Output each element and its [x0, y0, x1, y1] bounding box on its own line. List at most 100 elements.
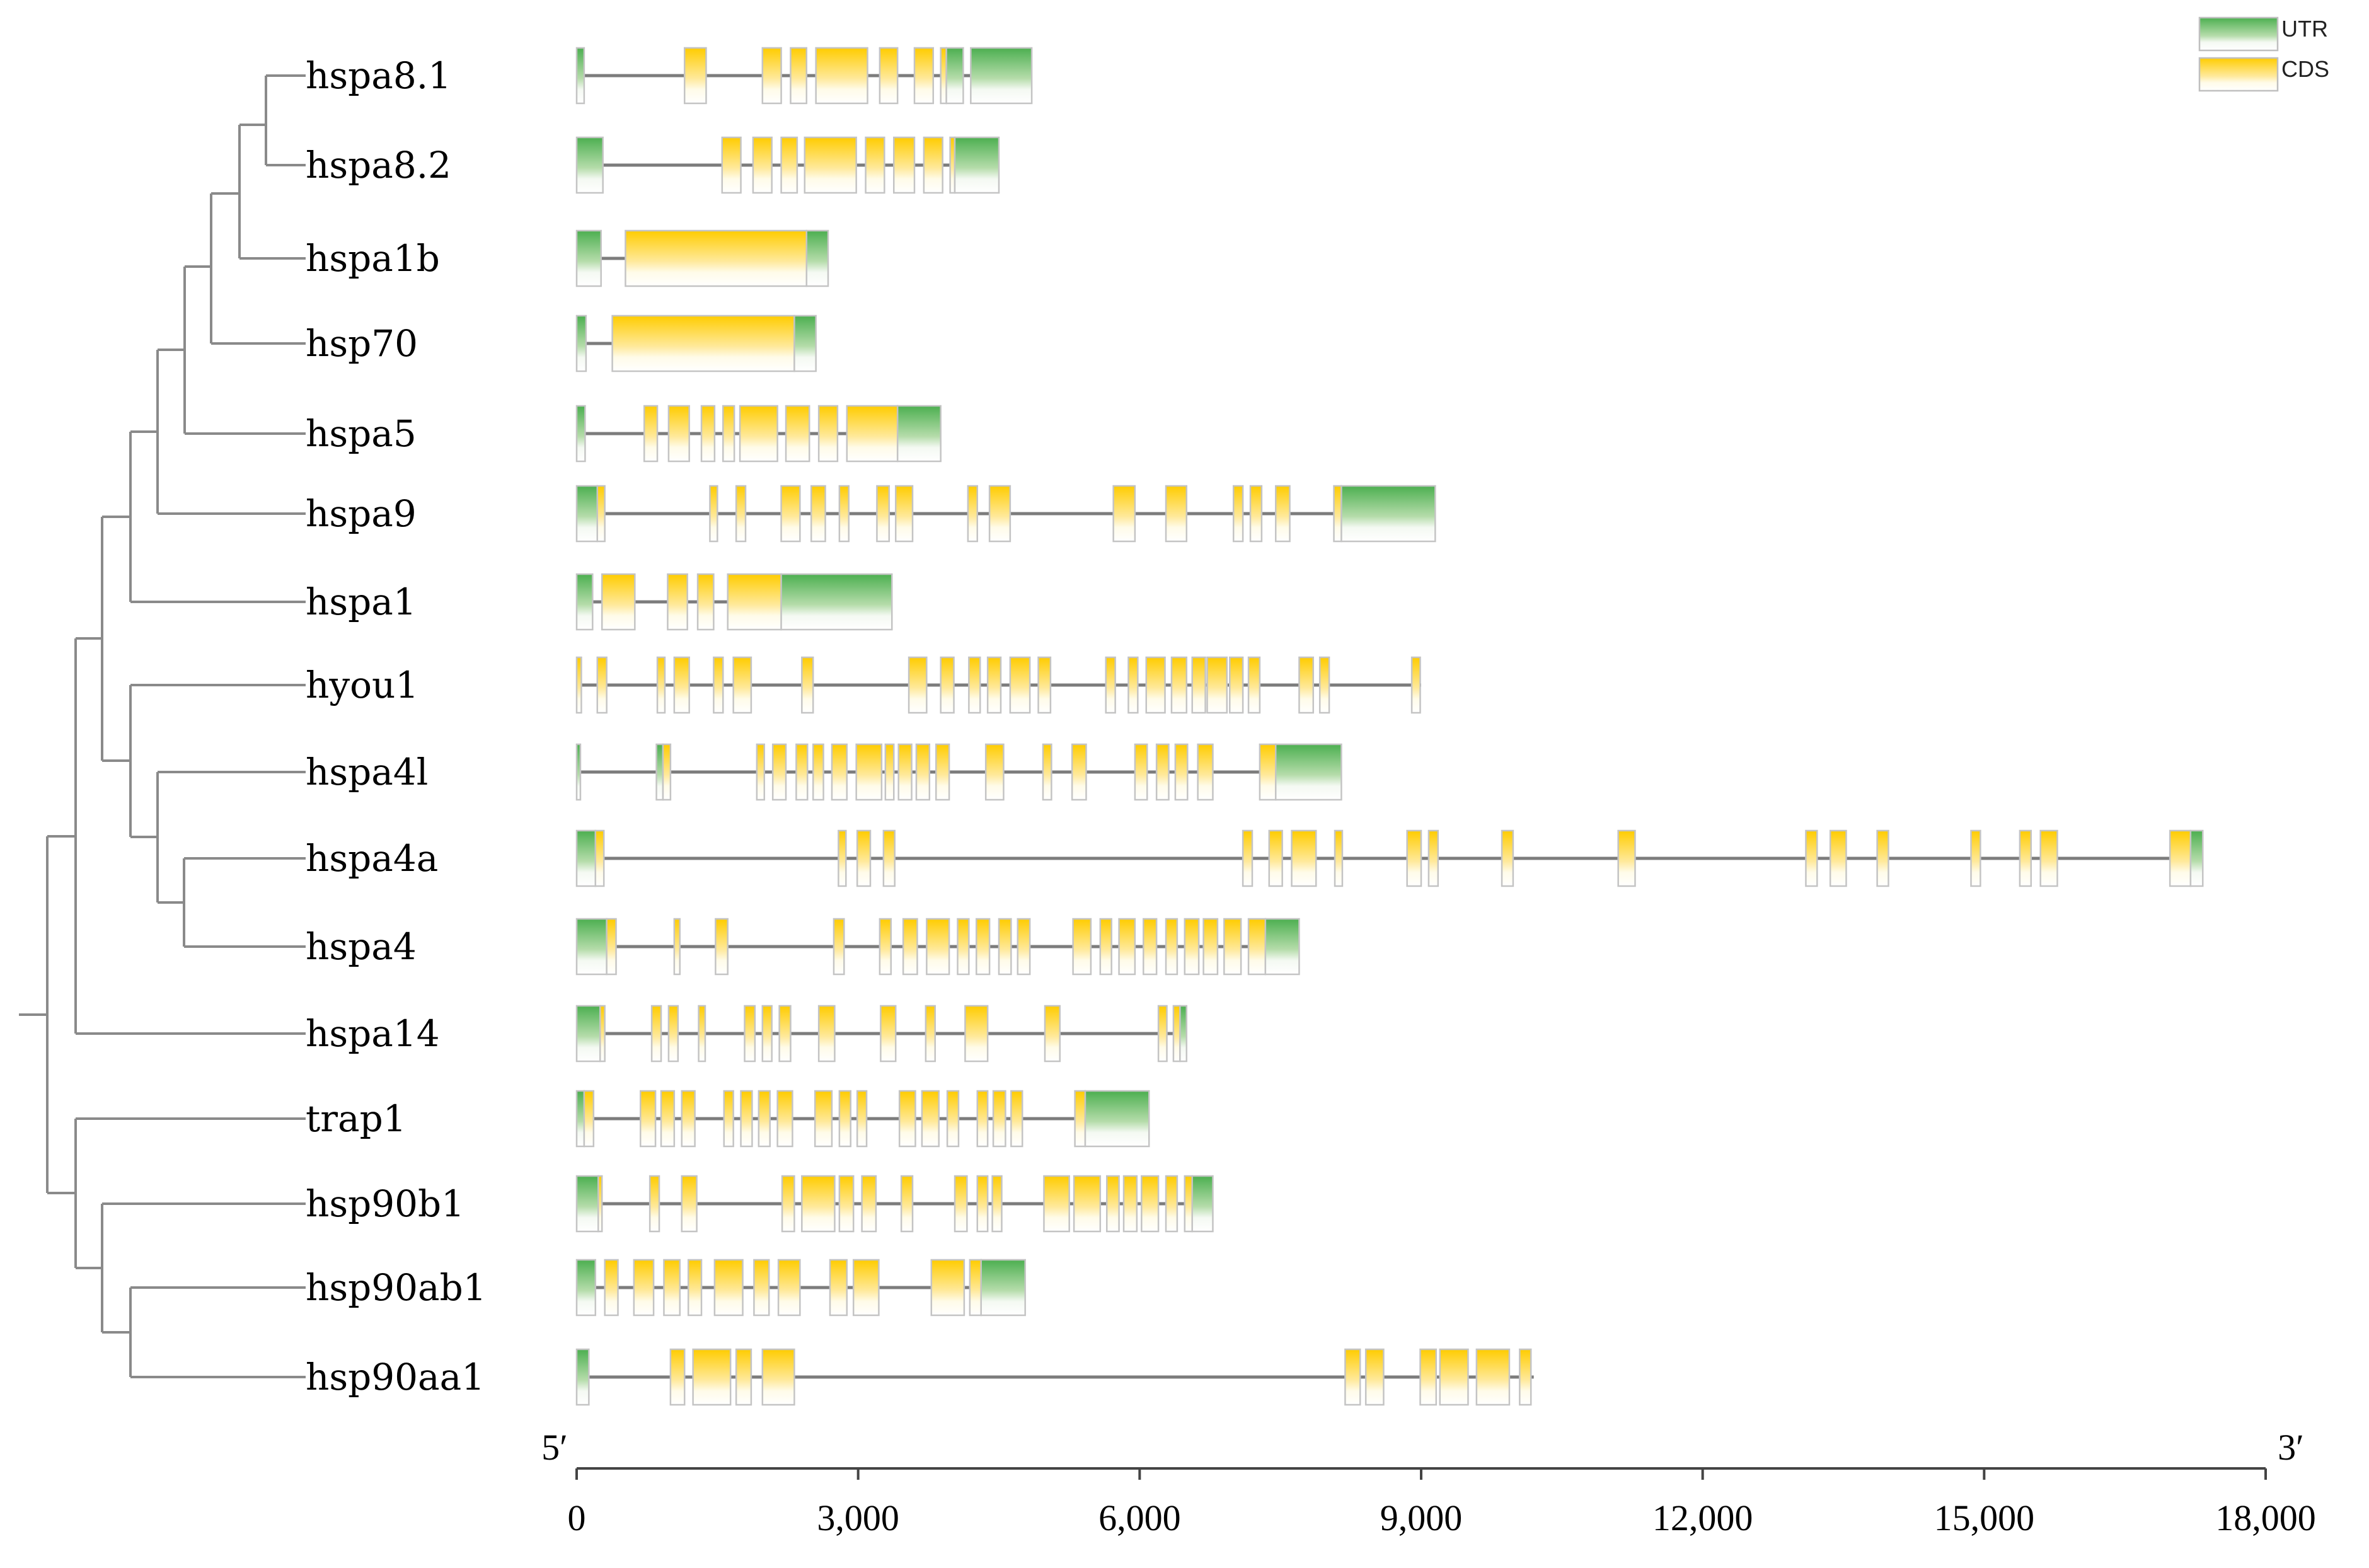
- cds-exon: [894, 485, 914, 543]
- cds-exon: [656, 656, 666, 714]
- cds-exon: [1439, 1348, 1469, 1406]
- cds-exon: [744, 1005, 756, 1063]
- cds-exon: [892, 136, 916, 194]
- cds-exon: [865, 136, 885, 194]
- gene-label: hspa1: [306, 580, 417, 623]
- utr-exon: [1179, 1005, 1188, 1063]
- cds-exon: [692, 1348, 732, 1406]
- cds-exon: [812, 743, 824, 801]
- gene-row: [575, 743, 1342, 801]
- cds-exon: [968, 656, 981, 714]
- cds-exon: [852, 1259, 880, 1317]
- cds-exon: [1206, 656, 1228, 714]
- cds-exon: [838, 1175, 855, 1233]
- cds-exon: [599, 1005, 606, 1063]
- utr-exon: [970, 47, 1033, 105]
- legend: UTR CDS: [2198, 16, 2329, 92]
- axis-tick-label: 0: [568, 1497, 586, 1538]
- cds-exon: [713, 1259, 744, 1317]
- cds-exon: [804, 136, 857, 194]
- cds-exon: [669, 1348, 686, 1406]
- cds-exon: [1419, 1348, 1438, 1406]
- legend-utr-swatch: [2198, 16, 2279, 52]
- cds-exon: [780, 136, 798, 194]
- cds-exon: [1876, 829, 1889, 887]
- cds-exon: [721, 136, 742, 194]
- tree-branch: [74, 1117, 306, 1269]
- utr-exon: [575, 1005, 601, 1063]
- cds-exon: [976, 1175, 989, 1233]
- cds-exon: [1501, 829, 1514, 887]
- cds-exon: [2039, 829, 2058, 887]
- cds-exon: [1805, 829, 1818, 887]
- cds-exon: [915, 743, 931, 801]
- cds-exon: [1519, 1348, 1532, 1406]
- cds-exon: [722, 405, 735, 463]
- gene-label: hspa8.1: [306, 54, 451, 97]
- utr-exon: [1191, 1175, 1214, 1233]
- cds-exon: [1427, 829, 1439, 887]
- axis-tick-label: 18,000: [2215, 1497, 2316, 1538]
- gene-label: hspa8.2: [306, 144, 451, 187]
- gene-row: [575, 573, 893, 631]
- tree-branch: [265, 74, 306, 166]
- cds-exon: [662, 743, 672, 801]
- cds-exon: [611, 314, 795, 372]
- utr-exon: [575, 573, 594, 631]
- cds-exon: [683, 47, 707, 105]
- cds-exon: [926, 918, 950, 976]
- cds-exon: [660, 1090, 676, 1148]
- cds-exon: [735, 1348, 752, 1406]
- utr-exon: [793, 314, 817, 372]
- cds-exon: [713, 656, 724, 714]
- cds-exon: [1145, 656, 1166, 714]
- cds-exon: [1071, 743, 1087, 801]
- utr-exon: [575, 829, 597, 887]
- cds-exon: [1105, 1175, 1120, 1233]
- cds-exon: [954, 1175, 968, 1233]
- cds-exon: [801, 1175, 836, 1233]
- cds-exon: [831, 743, 848, 801]
- cds-exon: [596, 485, 606, 543]
- cds-exon: [1274, 485, 1291, 543]
- cds-exon: [1043, 1175, 1070, 1233]
- cds-exon: [1247, 656, 1261, 714]
- legend-cds-swatch: [2198, 57, 2279, 92]
- gene-label: hsp90aa1: [306, 1356, 485, 1398]
- cds-exon: [1127, 656, 1139, 714]
- cds-exon: [667, 405, 690, 463]
- cds-exon: [771, 743, 787, 801]
- gene-label: hspa1b: [306, 237, 440, 280]
- utr-exon: [575, 229, 602, 287]
- cds-exon: [753, 1259, 770, 1317]
- cds-exon: [900, 1175, 914, 1233]
- tree-branch: [74, 637, 306, 1035]
- legend-utr-label: UTR: [2281, 16, 2328, 42]
- cds-exon: [761, 1005, 773, 1063]
- cds-exon: [879, 918, 892, 976]
- cds-exon: [940, 656, 955, 714]
- cds-exon: [1298, 656, 1315, 714]
- gene-row: [575, 47, 1033, 105]
- gene-row: [575, 1005, 1188, 1063]
- cds-exon: [727, 573, 782, 631]
- cds-exon: [756, 743, 766, 801]
- cds-exon: [625, 229, 808, 287]
- cds-exon: [715, 918, 729, 976]
- cds-exon: [984, 743, 1005, 801]
- tree-branch: [238, 124, 306, 260]
- cds-exon: [884, 743, 895, 801]
- cds-exon: [1143, 918, 1158, 976]
- cds-exon: [1334, 829, 1344, 887]
- scale-axis: 0 3,000 6,000 9,000 12,000 15,000 18,000 5′ 3′: [541, 1427, 2316, 1538]
- utr-exon: [575, 1259, 597, 1317]
- tree-branch: [129, 1286, 306, 1378]
- cds-exon: [1017, 918, 1031, 976]
- utr-exon: [575, 405, 586, 463]
- cds-exon: [673, 656, 690, 714]
- cds-exon: [1475, 1348, 1511, 1406]
- cds-exon: [1165, 485, 1188, 543]
- cds-exon: [795, 743, 809, 801]
- cds-exon: [601, 573, 636, 631]
